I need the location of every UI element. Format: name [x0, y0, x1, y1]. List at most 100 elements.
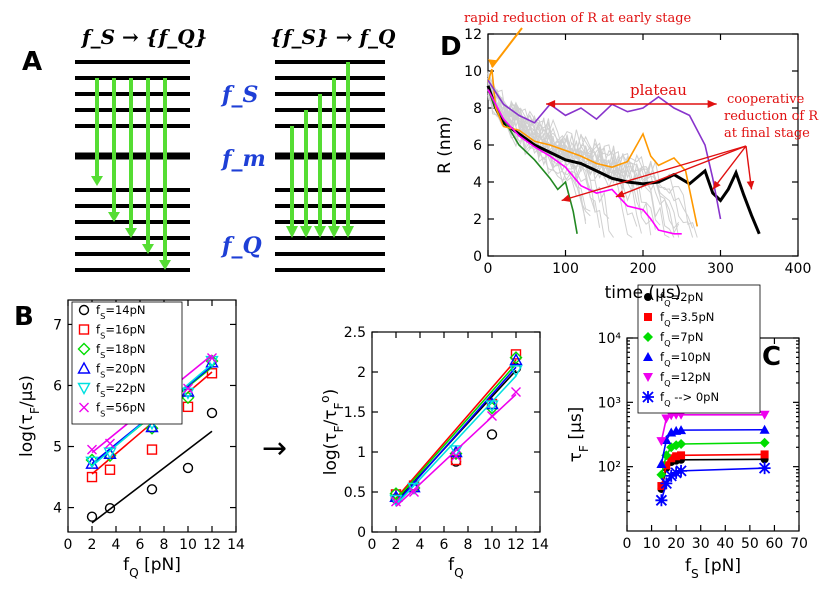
annotation-arrow [491, 27, 523, 68]
data-point [643, 373, 653, 382]
data-point [85, 456, 99, 469]
x-tick-label: 60 [766, 536, 784, 552]
fit-line [395, 375, 517, 506]
data-point [511, 387, 521, 397]
y-tick-label: 10² [598, 460, 621, 476]
data-point [667, 454, 676, 463]
data-point [449, 445, 463, 458]
transition-arrow-head [314, 226, 326, 238]
data-point [656, 437, 667, 447]
trajectory-line [487, 89, 682, 235]
data-point [77, 361, 91, 374]
data-point [509, 351, 523, 365]
fit-line [395, 393, 517, 507]
data-point [77, 382, 91, 395]
data-point [510, 349, 522, 360]
y-tick-label: 10⁴ [598, 331, 622, 347]
level-label-fq: f_Q [220, 233, 262, 259]
x-tick-label: 10 [643, 536, 661, 552]
data-point [509, 365, 523, 378]
data-point [760, 450, 769, 459]
legend-box [71, 301, 183, 425]
data-point [643, 332, 653, 342]
x-tick-label: 30 [692, 536, 710, 552]
y-tick-label: 1.5 [344, 405, 366, 421]
trajectory-line [486, 85, 761, 235]
x-axis-label: fQ [pN] [123, 555, 181, 580]
trajectory-line [487, 68, 699, 227]
plot-frame [371, 331, 541, 533]
y-axis-label: R (nm) [435, 116, 455, 174]
annotation-plateau: plateau [630, 81, 687, 99]
y-tick-label: 10 [464, 64, 482, 80]
annotation-coop-3: at final stage [724, 126, 810, 141]
annotation-coop-2: reduction of R [724, 109, 819, 124]
data-point [675, 464, 688, 477]
x-tick-label: 20 [667, 536, 685, 552]
transition-arrow-head [328, 226, 340, 238]
x-tick-label: 4 [112, 537, 121, 553]
y-tick-label: 6 [53, 378, 62, 394]
fit-line [91, 430, 213, 524]
legend-label: fQ=7pN [660, 330, 703, 348]
data-point [78, 304, 90, 316]
x-tick-label: 100 [552, 261, 579, 277]
x-tick-label: 70 [790, 536, 808, 552]
legend-label: fS=14pN [96, 303, 145, 321]
y-tick-label: 5 [53, 440, 62, 456]
data-point [105, 438, 115, 449]
legend-label: fQ=2pN [660, 290, 703, 308]
data-point [146, 484, 158, 495]
coop-arrow [712, 145, 747, 190]
data-point [146, 444, 158, 455]
data-point [86, 511, 98, 522]
plateau-arrowhead [707, 100, 717, 108]
panel-a: A f_S → {f_Q} {f_S} → f_Q f_S f_m f_Q [22, 25, 396, 272]
y-tick-label: 0.5 [344, 485, 366, 501]
data-point [662, 461, 671, 470]
data-point [391, 496, 401, 507]
data-point [656, 469, 667, 480]
legend-label: fS=16pN [96, 323, 145, 341]
data-point [145, 420, 159, 433]
data-point [485, 397, 499, 410]
level-label-fm: f_m [220, 146, 266, 172]
fit-line [395, 366, 517, 504]
data-point [104, 464, 116, 475]
annotation-rapid: rapid reduction of R at early stage [464, 11, 692, 26]
x-tick-label: 0 [368, 537, 377, 553]
x-tick-label: 12 [507, 537, 525, 553]
data-point [656, 459, 667, 469]
panel-a-right-title: {f_S} → f_Q [270, 25, 396, 49]
data-point [182, 462, 194, 474]
data-point [509, 353, 523, 366]
data-point [451, 451, 461, 461]
chart-c: 0 10 20 30 40 50 60 70 10² 10³ 10⁴ fS [pN] τF [μs] fQ… [566, 284, 808, 581]
data-point [206, 368, 218, 379]
data-point [487, 411, 497, 421]
x-tick-label: 400 [785, 261, 812, 277]
data-point [661, 414, 672, 424]
transition-arrow-head [108, 212, 120, 222]
annotation-arrowhead [487, 59, 497, 68]
coop-arrow [615, 145, 747, 198]
transition-arrow-head [342, 226, 354, 238]
data-point [655, 494, 668, 507]
x-axis-label: time (μs) [605, 283, 682, 303]
chart-d: 0 100 200 300 400 0 2 4 6 8 10 12 time (μs) R (nm) rap… [435, 11, 819, 303]
x-tick-label: 14 [227, 537, 245, 553]
data-point [677, 451, 686, 460]
panel-b-letter: B [14, 302, 34, 332]
level-label-fs: f_S [220, 82, 258, 108]
x-tick-label: 50 [741, 536, 759, 552]
data-point [145, 421, 159, 435]
data-point [409, 487, 419, 497]
plot-frame [67, 299, 237, 533]
x-axis-label: fQ [448, 555, 464, 580]
panel-a-letter: A [22, 47, 42, 77]
data-point [79, 402, 89, 413]
transition-arrow-head [142, 244, 154, 254]
data-point [87, 444, 97, 455]
coop-arrowhead [615, 190, 625, 198]
